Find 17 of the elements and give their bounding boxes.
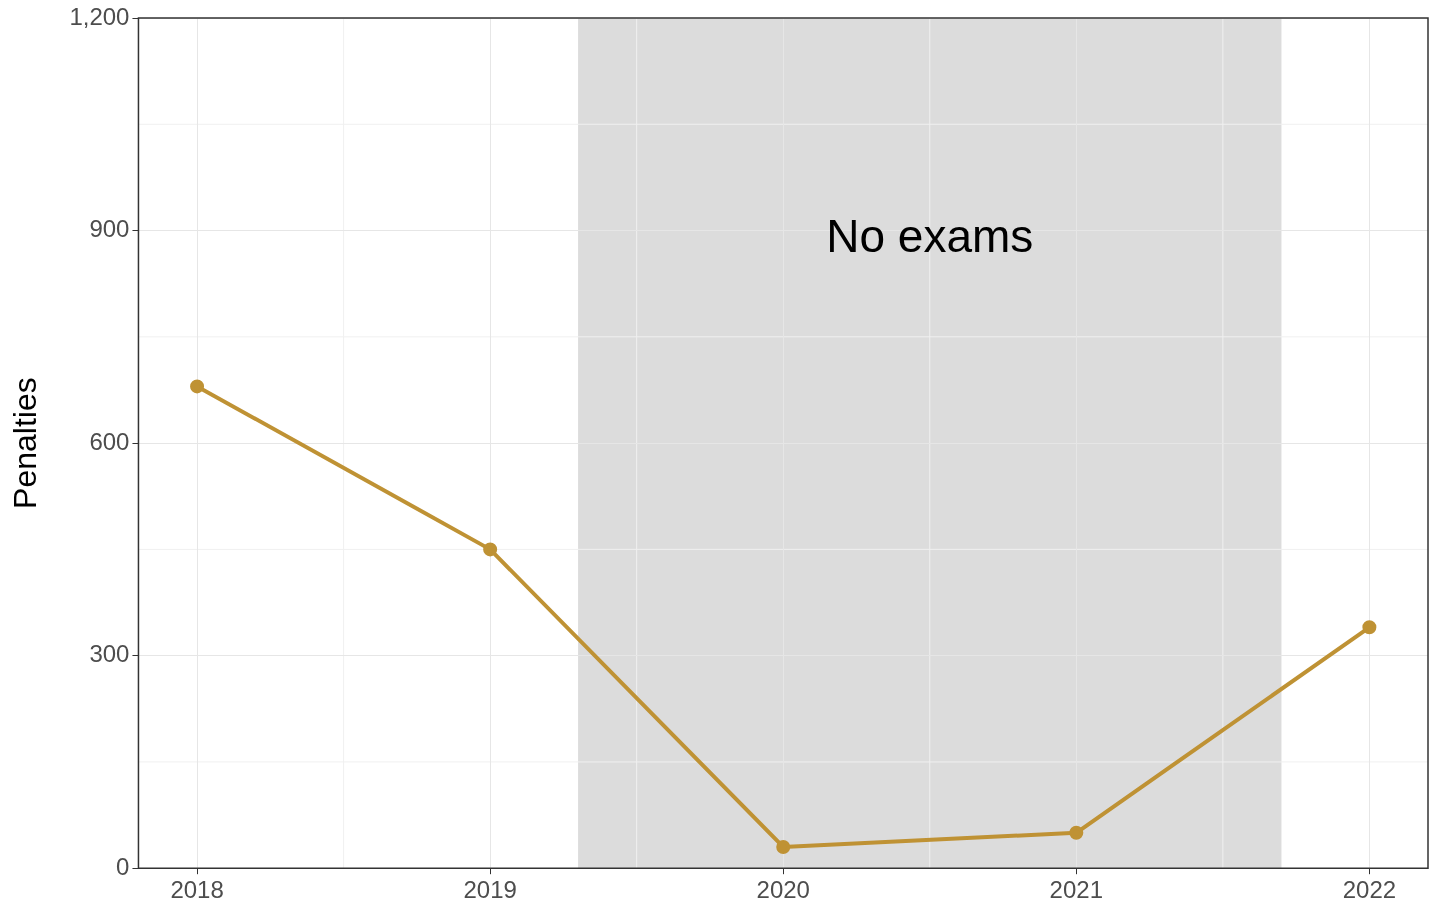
y-tick-label: 900 <box>89 215 130 243</box>
x-tick-label: 2020 <box>756 876 810 904</box>
point <box>483 542 498 557</box>
y-tick-label: 600 <box>89 427 130 455</box>
y-axis-title: Penalties <box>7 377 44 509</box>
point <box>190 379 205 394</box>
x-tick-label: 2019 <box>463 876 517 904</box>
point <box>1069 825 1084 840</box>
point <box>1362 620 1377 635</box>
y-tick-label: 0 <box>116 852 130 880</box>
band-label: No exams <box>826 209 1034 262</box>
x-tick-label: 2021 <box>1049 876 1103 904</box>
x-tick-label: 2022 <box>1342 876 1397 904</box>
y-tick-label: 1,200 <box>69 2 130 30</box>
x-tick-label: 2018 <box>170 876 224 904</box>
point <box>776 839 791 854</box>
y-tick-label: 300 <box>89 640 130 668</box>
